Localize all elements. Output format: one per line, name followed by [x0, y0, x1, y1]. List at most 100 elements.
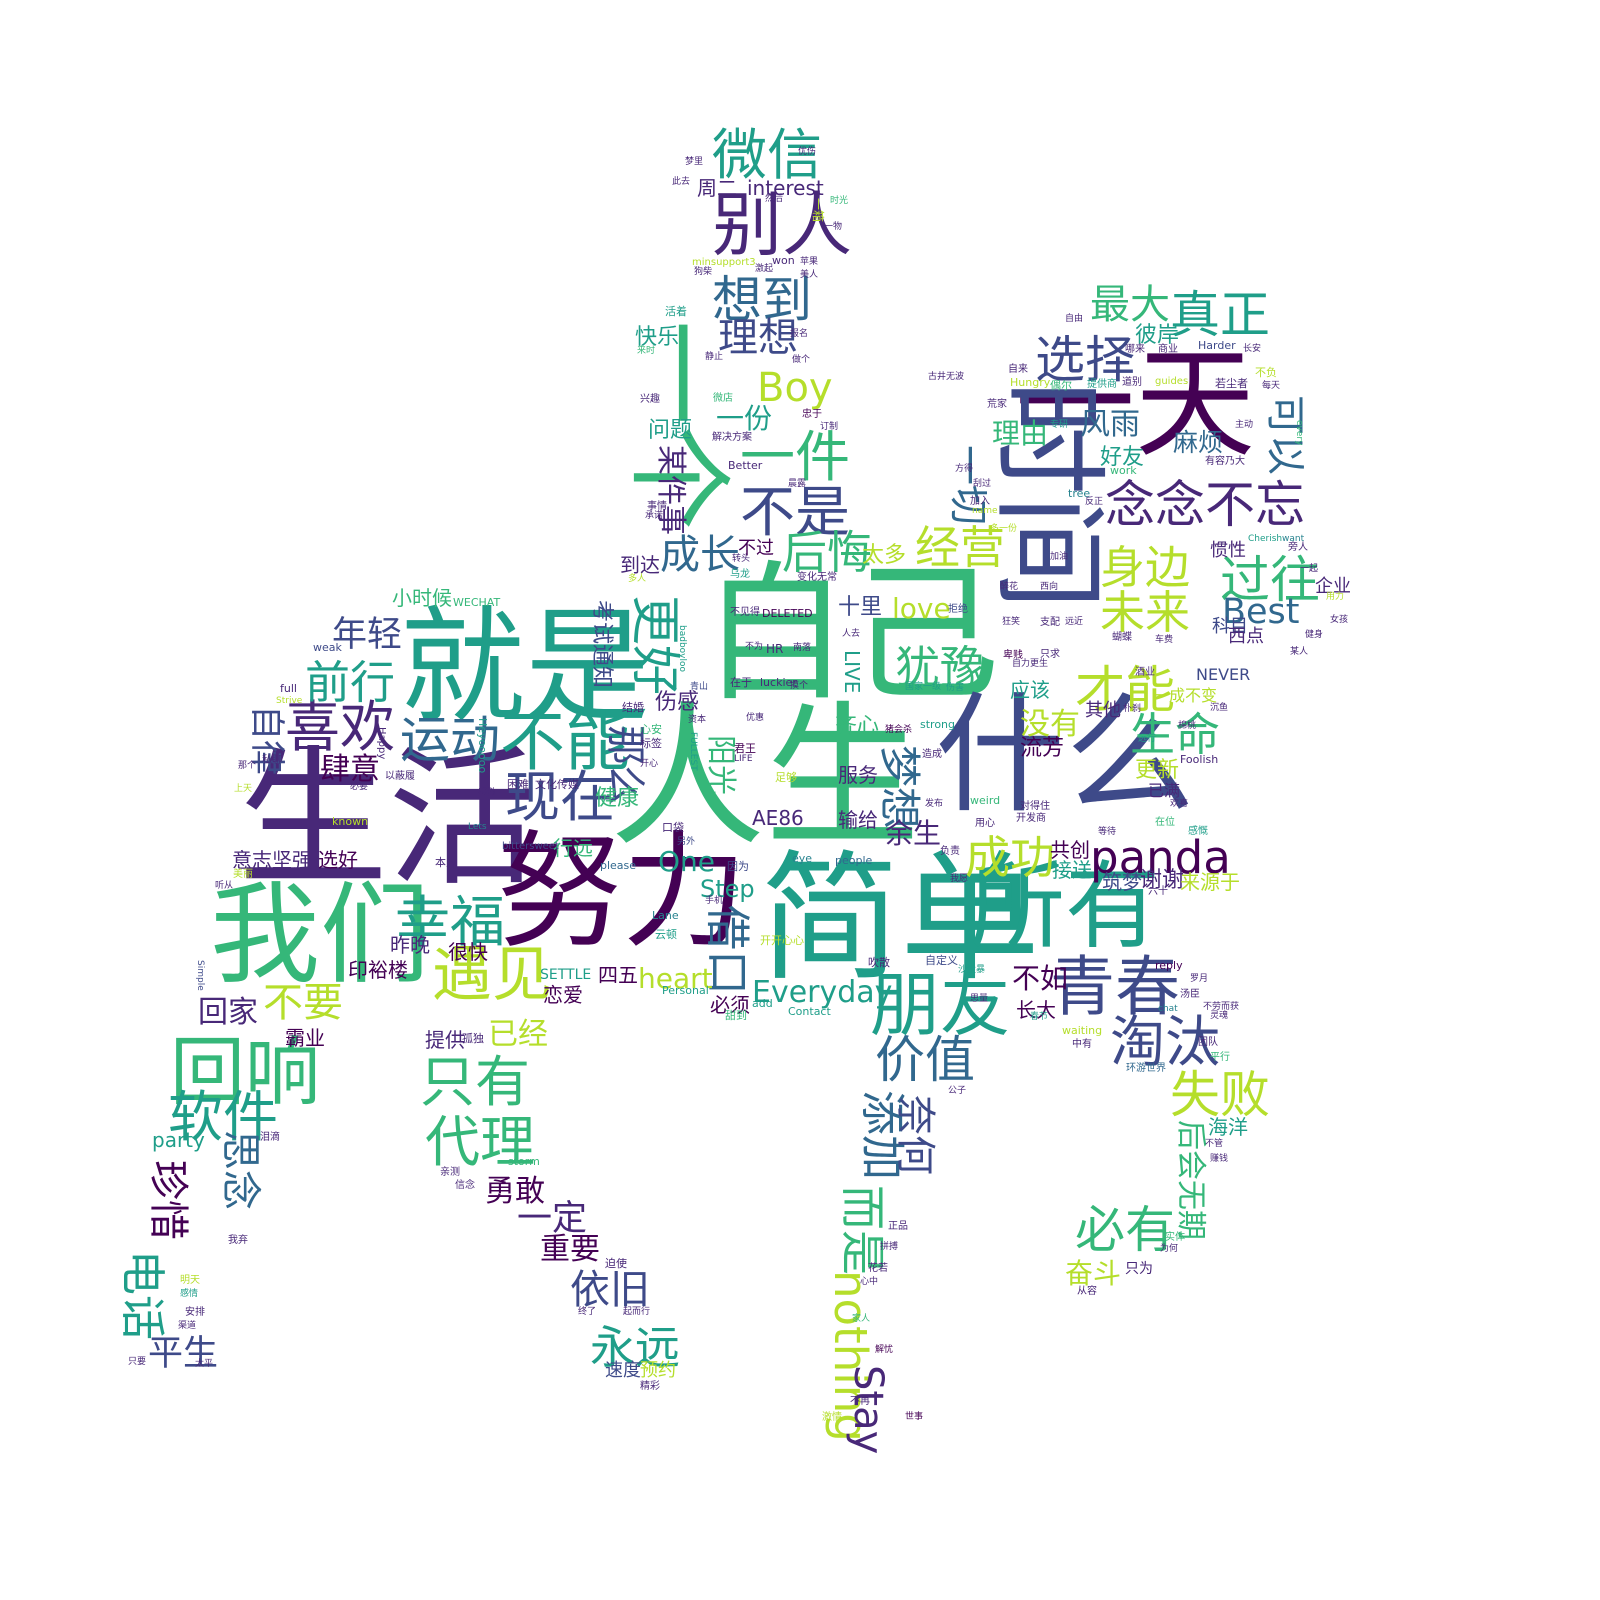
- cloud-word: 不如: [1012, 962, 1069, 995]
- cloud-word: 变化无常: [797, 572, 837, 583]
- cloud-word: Better: [728, 459, 763, 472]
- cloud-word: Contact: [788, 1005, 831, 1018]
- cloud-word: 甜到: [725, 1009, 747, 1022]
- cloud-word: 不过: [738, 538, 774, 559]
- cloud-word: Everyday: [752, 975, 893, 1010]
- cloud-word: 更新: [1135, 758, 1180, 783]
- cloud-word: 思念: [217, 1130, 263, 1210]
- cloud-word: 泪滴: [260, 1132, 280, 1143]
- cloud-word: 奈何: [892, 1095, 938, 1175]
- cloud-word: 那个: [238, 761, 257, 771]
- cloud-word: 云顿: [655, 928, 677, 941]
- cloud-word: 此去: [672, 177, 691, 187]
- cloud-word: 提供商: [1087, 379, 1117, 390]
- cloud-word: 就是: [400, 595, 650, 740]
- cloud-word: 安排: [185, 1307, 205, 1318]
- cloud-word: 平生: [148, 1334, 219, 1374]
- cloud-word: 没有: [1020, 707, 1080, 742]
- cloud-word: won: [772, 254, 795, 267]
- cloud-word: 结婚: [622, 701, 644, 714]
- cloud-word: 运动: [400, 711, 500, 769]
- cloud-word: 拒绝: [948, 604, 968, 615]
- cloud-word: 十里: [838, 595, 883, 620]
- cloud-word: AE86: [752, 806, 804, 830]
- cloud-word: please: [600, 859, 637, 872]
- cloud-word: 报名: [790, 329, 809, 339]
- cloud-word: 美丽: [233, 869, 253, 880]
- cloud-word: 不是: [740, 480, 851, 544]
- cloud-word: 然后: [765, 194, 784, 204]
- cloud-word: 不能: [500, 705, 631, 780]
- cloud-word: 中有: [1072, 1039, 1092, 1050]
- cloud-word: 一物: [824, 222, 843, 232]
- cloud-word: 听从: [215, 881, 234, 891]
- cloud-word: 时光: [830, 196, 849, 206]
- cloud-word: 偶尔: [1050, 379, 1072, 392]
- cloud-word: 不劳而获: [1203, 1002, 1240, 1012]
- cloud-word: 筑梦: [1102, 870, 1142, 894]
- cloud-word: 古井无波: [928, 372, 965, 382]
- cloud-word: 伤感: [655, 690, 700, 715]
- cloud-word: 车费: [1155, 635, 1174, 645]
- cloud-word: NEVER: [1196, 665, 1251, 684]
- cloud-word: 未来: [1100, 586, 1191, 639]
- cloud-word: want: [1282, 534, 1305, 544]
- cloud-word: 活着: [665, 305, 687, 318]
- cloud-word: 行远: [553, 836, 593, 860]
- cloud-word: 赚钱: [1210, 1154, 1229, 1164]
- cloud-word: 昨晚: [390, 933, 430, 957]
- cloud-word: 一成不变: [1153, 686, 1218, 705]
- cloud-word: 小时候: [392, 586, 452, 610]
- cloud-word: 加入: [970, 496, 990, 507]
- cloud-word: 解决方案: [712, 432, 752, 443]
- cloud-word: 经营: [915, 521, 1006, 574]
- cloud-word: 困难: [507, 778, 529, 791]
- cloud-word: 选好: [318, 848, 358, 872]
- cloud-word: 服务: [838, 763, 878, 787]
- cloud-word: 不管: [1205, 1139, 1224, 1149]
- cloud-word: 春节: [1030, 1012, 1049, 1022]
- cloud-word: 摸个: [790, 681, 809, 691]
- cloud-word: work: [1110, 464, 1137, 477]
- cloud-word: 长大: [1016, 998, 1056, 1022]
- cloud-word: minsupport3: [692, 257, 756, 268]
- cloud-word: 一定: [517, 1199, 588, 1239]
- cloud-word: 不负: [1255, 366, 1277, 379]
- cloud-word: 人去: [842, 629, 861, 639]
- cloud-word: 罗月: [1190, 974, 1209, 984]
- cloud-word: 哪来: [1125, 344, 1145, 355]
- cloud-word: 年轻: [332, 615, 403, 655]
- cloud-word: 已经: [488, 1017, 548, 1052]
- cloud-word: strong: [920, 718, 956, 731]
- cloud-word: 造成: [922, 749, 942, 760]
- cloud-word: 拼搏: [880, 1242, 899, 1252]
- cloud-word: 欢喜: [1170, 799, 1189, 809]
- cloud-word: 若尘者: [1215, 377, 1248, 390]
- cloud-word: 多一份: [990, 524, 1018, 534]
- cloud-word: 迫使: [605, 1257, 627, 1270]
- cloud-word: Simple: [195, 960, 205, 991]
- cloud-word: 刮过: [973, 479, 992, 489]
- cloud-word: name: [972, 506, 998, 516]
- cloud-word: Cherish: [1248, 534, 1283, 544]
- cloud-word: One: [658, 845, 716, 878]
- cloud-word: 心中: [860, 1277, 879, 1287]
- cloud-word: 犹豫: [895, 641, 986, 694]
- cloud-word: 回家: [198, 995, 258, 1030]
- cloud-word: 南落: [793, 643, 812, 653]
- cloud-word: 才能: [1075, 661, 1175, 719]
- cloud-word: 永远: [590, 1321, 681, 1374]
- cloud-word: 国家一级: [905, 682, 942, 692]
- cloud-word: 我弃: [228, 1235, 248, 1246]
- cloud-word: 接送: [1052, 858, 1092, 882]
- cloud-word: 重要: [540, 1232, 600, 1267]
- cloud-word: 上天: [234, 784, 253, 794]
- cloud-word: 喜欢: [285, 695, 396, 759]
- cloud-word: 美人: [800, 270, 819, 280]
- cloud-word: 为何: [1160, 1244, 1179, 1254]
- cloud-word: 自力更生: [1012, 659, 1049, 669]
- cloud-word: 必须: [710, 993, 750, 1017]
- cloud-word: 企业: [1315, 576, 1351, 597]
- cloud-word: 渠道: [178, 1321, 197, 1331]
